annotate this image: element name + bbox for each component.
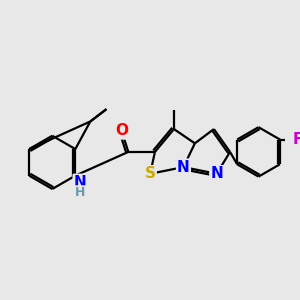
Text: O: O [115,124,128,139]
Text: N: N [177,160,190,175]
Text: S: S [145,166,156,181]
Text: N: N [210,166,223,181]
Text: F: F [293,132,300,147]
Text: N: N [74,175,86,190]
Text: H: H [75,186,85,199]
